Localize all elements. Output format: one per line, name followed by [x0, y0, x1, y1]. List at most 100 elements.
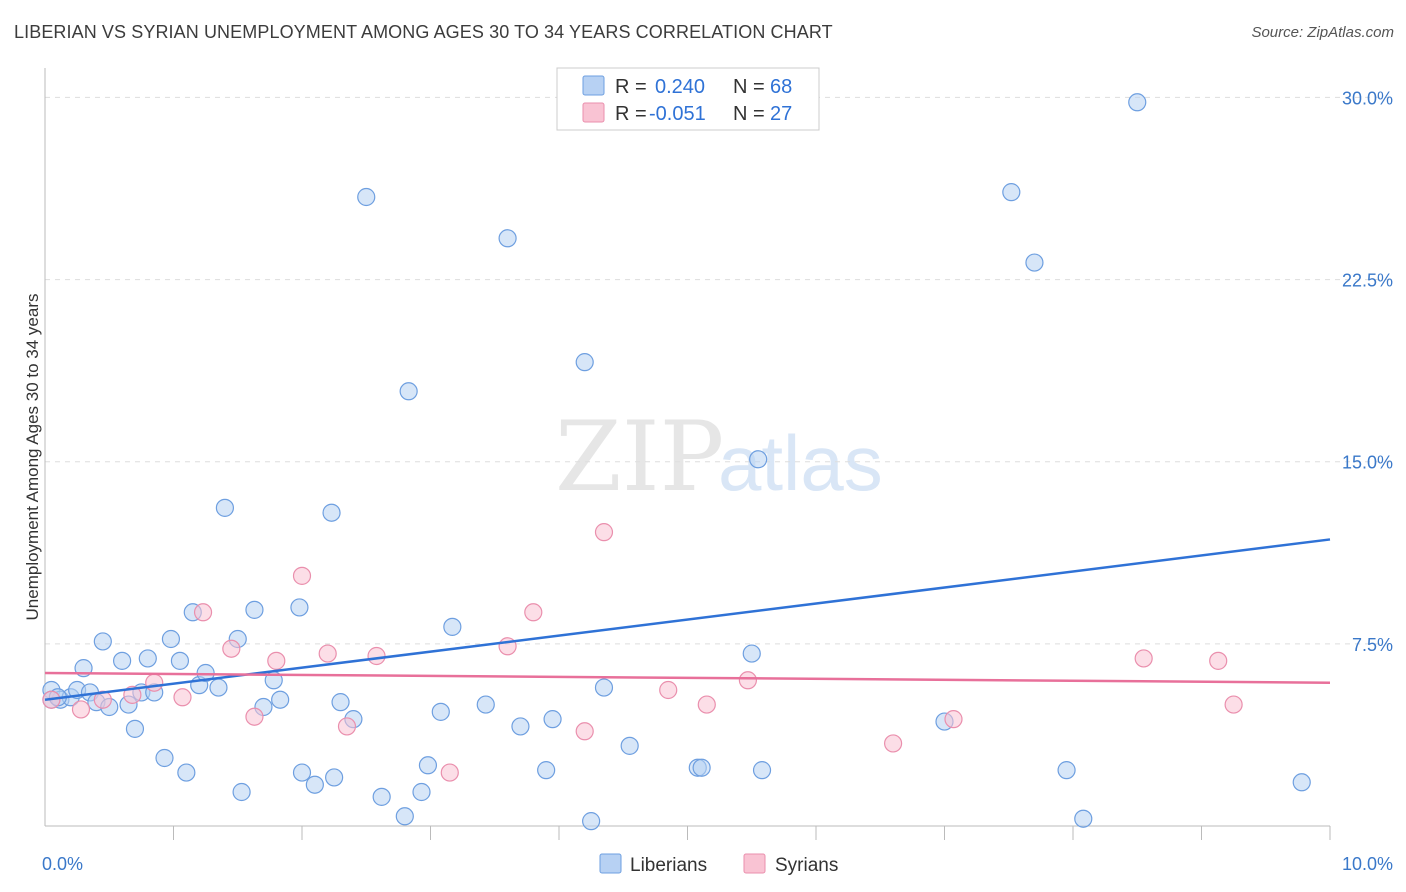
x-tick-label-0: 0.0% — [42, 854, 83, 874]
liberian-point-42 — [418, 756, 438, 775]
syrian-point-12 — [337, 717, 357, 736]
syrian-point-4 — [145, 673, 164, 692]
y-tick-label-1: 15.0% — [1342, 453, 1393, 473]
liberian-point-40 — [399, 382, 418, 401]
syrian-point-9 — [267, 651, 286, 670]
grid-layer — [45, 96, 1390, 645]
liberian-point-53 — [620, 736, 639, 755]
liberian-point-15 — [155, 748, 174, 768]
syrian-point-13 — [367, 646, 386, 666]
liberian-point-26 — [245, 600, 264, 619]
liberian-trend-line — [44, 538, 1331, 701]
syrian-point-11 — [318, 644, 337, 663]
liberian-point-29 — [271, 690, 290, 709]
liberian-point-61 — [1025, 253, 1044, 272]
liberian-point-16 — [161, 629, 181, 649]
liberian-point-52 — [594, 678, 614, 697]
y-tick-label-2: 22.5% — [1342, 271, 1393, 291]
legend-syrian-r-label: R = — [615, 103, 647, 125]
liberian-point-11 — [125, 719, 145, 738]
series-legend: Liberians Syrians — [599, 853, 838, 876]
liberian-point-22 — [209, 678, 228, 697]
bottom-legend-syrian-label: Syrians — [775, 855, 838, 876]
legend-syrian-swatch — [582, 102, 605, 123]
watermark-atlas: atlas — [718, 419, 883, 507]
legend-liberian-r-label: R = — [615, 76, 647, 98]
chart-source: Source: ZipAtlas.com — [1251, 24, 1394, 41]
liberian-point-32 — [305, 775, 324, 794]
liberian-point-25 — [232, 782, 251, 802]
liberian-point-44 — [443, 617, 462, 636]
legend-liberian-n-value: 68 — [770, 76, 792, 98]
liberian-point-60 — [1002, 183, 1021, 202]
chart-title: LIBERIAN VS SYRIAN UNEMPLOYMENT AMONG AG… — [14, 22, 833, 42]
syrian-point-18 — [594, 523, 614, 542]
legend-liberian-n-label: N = — [733, 76, 765, 98]
y-tick-label-3: 30.0% — [1342, 88, 1393, 108]
liberian-point-57 — [749, 450, 768, 469]
syrian-point-8 — [245, 707, 264, 726]
syrian-point-21 — [738, 671, 757, 690]
liberian-point-41 — [412, 782, 431, 802]
correlation-legend: R = 0.240 N = 68 R = -0.051 N = 27 — [556, 67, 820, 131]
syrian-point-26 — [1224, 695, 1243, 714]
watermark-zip: ZIP — [555, 401, 724, 513]
liberian-point-56 — [742, 644, 761, 663]
liberian-point-43 — [431, 702, 450, 721]
liberian-point-38 — [372, 787, 391, 806]
liberian-point-35 — [331, 693, 350, 712]
liberian-point-64 — [1128, 93, 1147, 112]
syrian-point-1 — [71, 700, 91, 719]
points-layer — [42, 93, 1311, 831]
syrian-point-14 — [440, 763, 459, 782]
syrian-point-23 — [944, 710, 963, 729]
syrian-point-19 — [659, 680, 678, 700]
liberian-point-50 — [575, 353, 594, 372]
bottom-legend-syrian-swatch — [743, 853, 766, 874]
liberian-point-48 — [537, 761, 556, 780]
liberian-point-18 — [177, 763, 196, 782]
liberian-point-33 — [322, 503, 341, 522]
y-axis-label: Unemployment Among Ages 30 to 34 years — [23, 294, 42, 621]
legend-syrian-n-value: 27 — [770, 103, 792, 125]
liberian-point-62 — [1057, 761, 1076, 780]
liberian-point-7 — [93, 632, 112, 651]
bottom-legend-liberian-label: Liberians — [630, 855, 707, 876]
liberian-point-65 — [1292, 773, 1311, 792]
syrian-trend-line — [44, 671, 1331, 684]
liberian-point-51 — [582, 812, 601, 831]
syrian-point-16 — [524, 603, 543, 622]
liberian-point-17 — [170, 651, 190, 670]
liberian-point-31 — [292, 763, 312, 782]
y-tick-label-0: 7.5% — [1352, 635, 1393, 655]
syrian-point-2 — [93, 690, 112, 709]
liberian-point-23 — [215, 498, 234, 517]
syrian-point-22 — [883, 734, 903, 753]
liberian-point-55 — [692, 758, 711, 777]
syrian-point-5 — [173, 688, 192, 707]
legend-syrian-r-value: -0.051 — [649, 103, 706, 125]
liberian-point-39 — [395, 807, 414, 826]
liberian-point-34 — [325, 768, 344, 787]
syrian-point-7 — [222, 639, 241, 658]
liberian-point-46 — [498, 229, 517, 248]
syrian-point-17 — [575, 722, 594, 741]
liberian-point-37 — [357, 187, 376, 207]
syrian-point-10 — [292, 566, 312, 585]
syrian-point-20 — [697, 695, 716, 714]
liberian-point-9 — [112, 651, 132, 670]
liberian-point-30 — [290, 598, 309, 617]
syrian-point-25 — [1209, 651, 1228, 670]
syrian-point-3 — [123, 685, 142, 704]
legend-liberian-swatch — [582, 75, 605, 96]
bottom-legend-liberian-swatch — [599, 853, 622, 874]
liberian-point-49 — [543, 710, 562, 729]
x-tick-label-1: 10.0% — [1342, 854, 1393, 874]
syrian-point-24 — [1134, 649, 1153, 668]
liberian-point-58 — [752, 761, 772, 780]
legend-liberian-r-value: 0.240 — [655, 76, 705, 98]
axes-layer: 7.5% 15.0% 22.5% 30.0% 0.0% 10.0% — [42, 68, 1393, 874]
liberian-point-13 — [138, 649, 157, 668]
liberian-point-45 — [476, 695, 495, 714]
